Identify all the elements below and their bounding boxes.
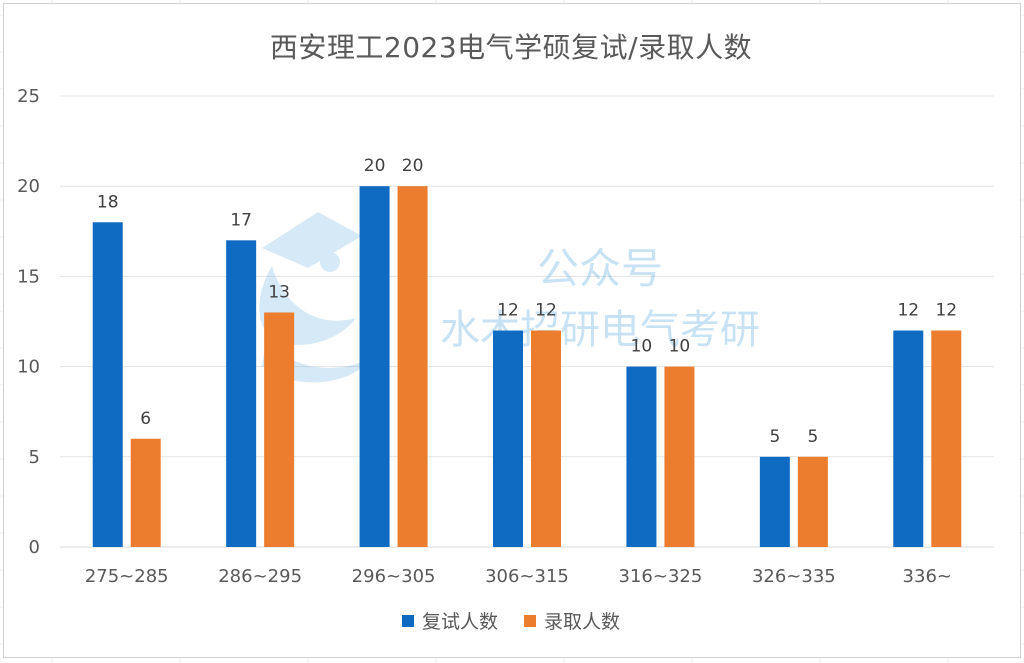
legend-item-series-1[interactable]: 复试人数 (401, 607, 498, 634)
legend-swatch-series-2 (524, 614, 536, 627)
watermark-text-line1: 公众号 (537, 244, 663, 293)
data-label: 12 (535, 301, 557, 321)
data-label: 10 (631, 337, 653, 357)
data-label: 20 (402, 156, 424, 176)
bar-series-1-316~325[interactable] (626, 366, 657, 547)
data-label: 18 (97, 192, 119, 212)
gridlines (60, 95, 994, 548)
bar-series-1-326~335[interactable] (759, 456, 790, 547)
bar-series-1-336~[interactable] (893, 330, 924, 547)
bar-series-2-296~305[interactable] (397, 186, 428, 547)
data-label: 5 (769, 427, 780, 447)
bar-series-1-306~315[interactable] (493, 330, 523, 547)
data-label: 20 (364, 156, 386, 176)
y-axis: 0 5 10 15 20 25 (17, 86, 40, 558)
legend-item-series-2[interactable]: 录取人数 (524, 607, 620, 634)
data-label: 6 (140, 409, 151, 429)
data-label: 12 (935, 301, 957, 321)
x-tick-label: 275~285 (85, 566, 169, 587)
y-tick-label: 10 (17, 357, 40, 378)
legend-swatch-series-1 (401, 614, 414, 627)
x-tick-label: 306~315 (485, 566, 569, 587)
bar-series-1-286~295[interactable] (226, 240, 257, 547)
y-tick-label: 20 (17, 176, 40, 197)
data-label: 5 (807, 427, 818, 447)
legend: 复试人数 录取人数 (0, 607, 1022, 634)
x-tick-label: 326~335 (752, 566, 836, 587)
y-tick-label: 5 (29, 447, 40, 468)
bar-series-2-275~285[interactable] (130, 438, 161, 547)
legend-label-series-2: 录取人数 (544, 611, 621, 633)
x-axis: 275~285 286~295 296~305 306~315 316~325 326~3… (85, 566, 952, 587)
bar-series-2-326~335[interactable] (797, 456, 828, 547)
x-tick-label: 296~305 (352, 566, 436, 587)
bar-series-1-296~305[interactable] (359, 186, 390, 547)
legend-label-series-1: 复试人数 (421, 611, 498, 633)
x-tick-label: 316~325 (619, 566, 703, 587)
y-tick-label: 25 (17, 86, 40, 107)
data-labels: 18 6 17 13 20 20 12 12 10 10 5 5 12 12 (97, 156, 957, 447)
bar-series-2-306~315[interactable] (531, 330, 561, 547)
data-label: 17 (230, 210, 252, 230)
bar-series-2-336~[interactable] (931, 330, 962, 547)
x-tick-label: 336~ (903, 566, 952, 587)
bar-series-2-316~325[interactable] (664, 366, 695, 547)
chart-title: 西安理工2023电气学硕复试/录取人数 (269, 31, 753, 64)
data-label: 10 (669, 337, 691, 357)
data-label: 13 (268, 282, 290, 302)
bar-series-1-275~285[interactable] (92, 222, 123, 547)
data-label: 12 (497, 301, 519, 321)
chart-area[interactable] (3, 3, 1021, 658)
bars (92, 186, 962, 547)
y-tick-label: 15 (17, 266, 40, 287)
data-label: 12 (897, 301, 919, 321)
y-tick-label: 0 (29, 537, 40, 558)
x-tick-label: 286~295 (218, 566, 302, 587)
bar-series-2-286~295[interactable] (264, 312, 295, 547)
watermark-text-line2: 水木招研电气考研 (440, 307, 760, 353)
